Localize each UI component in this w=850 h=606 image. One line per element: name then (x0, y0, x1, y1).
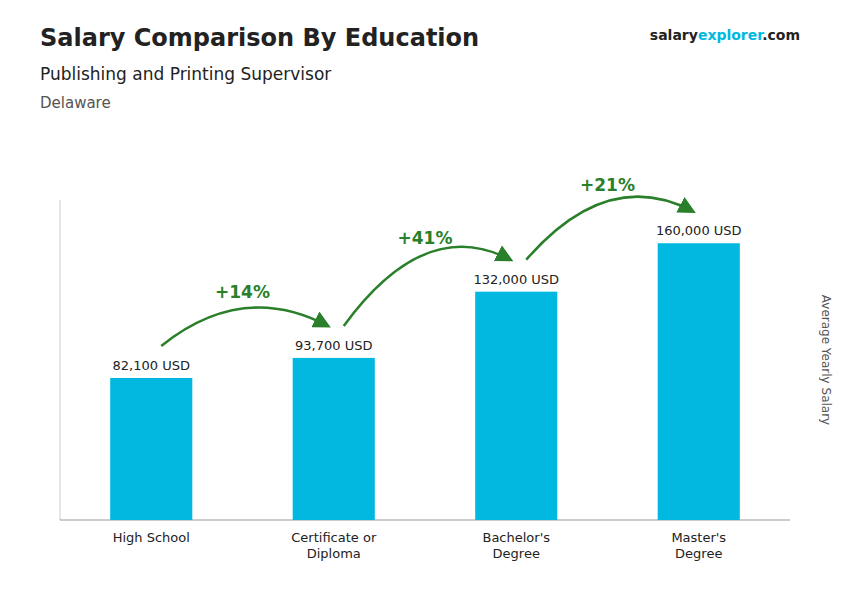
data-label: 132,000 USD (473, 272, 559, 287)
chart-svg: Salary Comparison By Education Publishing… (0, 0, 850, 606)
bar (658, 243, 740, 520)
brand-part: explorer (698, 27, 764, 43)
change-arrow (526, 197, 693, 260)
brand-part: .com (762, 27, 800, 43)
data-label: 93,700 USD (295, 338, 372, 353)
x-tick-label: Master'sDegree (671, 530, 726, 561)
bar (293, 358, 375, 520)
data-label: 82,100 USD (113, 358, 190, 373)
data-label: 160,000 USD (656, 223, 742, 238)
annotation: +14% (215, 282, 270, 302)
x-tick-label: High School (113, 530, 190, 545)
y-axis-label: Average Yearly Salary (819, 295, 833, 425)
bar (110, 378, 192, 520)
bars (110, 243, 740, 520)
brand: salaryexplorer.com (650, 27, 800, 43)
title: Salary Comparison By Education (40, 24, 479, 52)
brand-part: salary (650, 27, 698, 43)
change-arrow (344, 247, 511, 326)
subtitle: Publishing and Printing Supervisor (40, 64, 331, 84)
bar (475, 292, 557, 520)
chart-container: Salary Comparison By Education Publishing… (0, 0, 850, 606)
x-tick-label: Bachelor'sDegree (482, 530, 550, 561)
change-arrow (161, 308, 328, 346)
annotation: +21% (580, 175, 635, 195)
location: Delaware (40, 94, 111, 112)
x-tick-label: Certificate orDiploma (291, 530, 377, 561)
y-axis-line (60, 200, 61, 520)
annotation: +41% (398, 228, 453, 248)
